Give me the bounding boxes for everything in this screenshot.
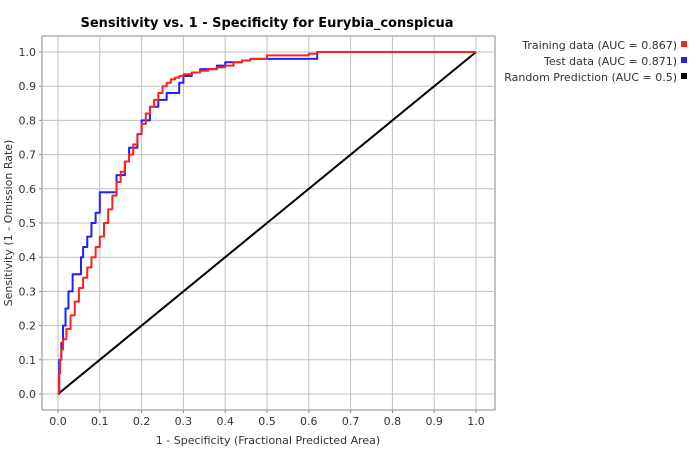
y-tick-label: 0.1	[19, 354, 37, 367]
legend-item-test: Test data (AUC = 0.871)	[543, 55, 687, 68]
tick-layer: 0.0 0.1 0.2 0.3 0.4 0.5 0.6 0.7 0.8 0.9 1.0 0.0 0.1 0…	[19, 46, 485, 428]
legend-label: Test data (AUC = 0.871)	[543, 55, 677, 68]
legend-label: Random Prediction (AUC = 0.5)	[504, 71, 677, 84]
y-tick-label: 0.5	[19, 217, 37, 230]
legend-swatch	[681, 41, 687, 47]
y-tick-label: 0.3	[19, 285, 37, 298]
y-axis-label: Sensitivity (1 - Omission Rate)	[2, 140, 15, 307]
x-tick-label: 0.0	[49, 415, 67, 428]
x-tick-label: 0.1	[91, 415, 109, 428]
legend-item-random: Random Prediction (AUC = 0.5)	[504, 71, 687, 84]
y-tick-label: 0.4	[19, 251, 37, 264]
random-prediction-line	[57, 51, 477, 395]
x-tick-label: 0.6	[300, 415, 318, 428]
x-tick-label: 0.8	[384, 415, 402, 428]
y-tick-label: 0.7	[19, 149, 37, 162]
x-tick-label: 1.0	[467, 415, 485, 428]
x-axis-label: 1 - Specificity (Fractional Predicted Ar…	[156, 434, 380, 447]
legend-label: Training data (AUC = 0.867)	[521, 39, 677, 52]
y-tick-label: 1.0	[19, 46, 37, 59]
legend-item-training: Training data (AUC = 0.867)	[521, 39, 687, 52]
x-tick-label: 0.7	[342, 415, 360, 428]
y-tick-label: 0.9	[19, 80, 37, 93]
training-data-line	[57, 51, 476, 395]
y-tick-label: 0.2	[19, 320, 37, 333]
y-tick-label: 0.6	[19, 183, 37, 196]
x-tick-label: 0.3	[175, 415, 193, 428]
legend: Training data (AUC = 0.867) Test data (AU…	[504, 39, 687, 84]
x-tick-label: 0.4	[216, 415, 234, 428]
x-tick-label: 0.2	[133, 415, 151, 428]
chart-title: Sensitivity vs. 1 - Specificity for Eury…	[81, 16, 454, 31]
y-tick-label: 0.8	[19, 114, 37, 127]
y-tick-label: 0.0	[19, 388, 37, 401]
legend-swatch	[681, 73, 687, 79]
x-tick-label: 0.5	[258, 415, 276, 428]
series-layer	[57, 51, 477, 395]
x-tick-label: 0.9	[425, 415, 443, 428]
legend-swatch	[681, 57, 687, 63]
